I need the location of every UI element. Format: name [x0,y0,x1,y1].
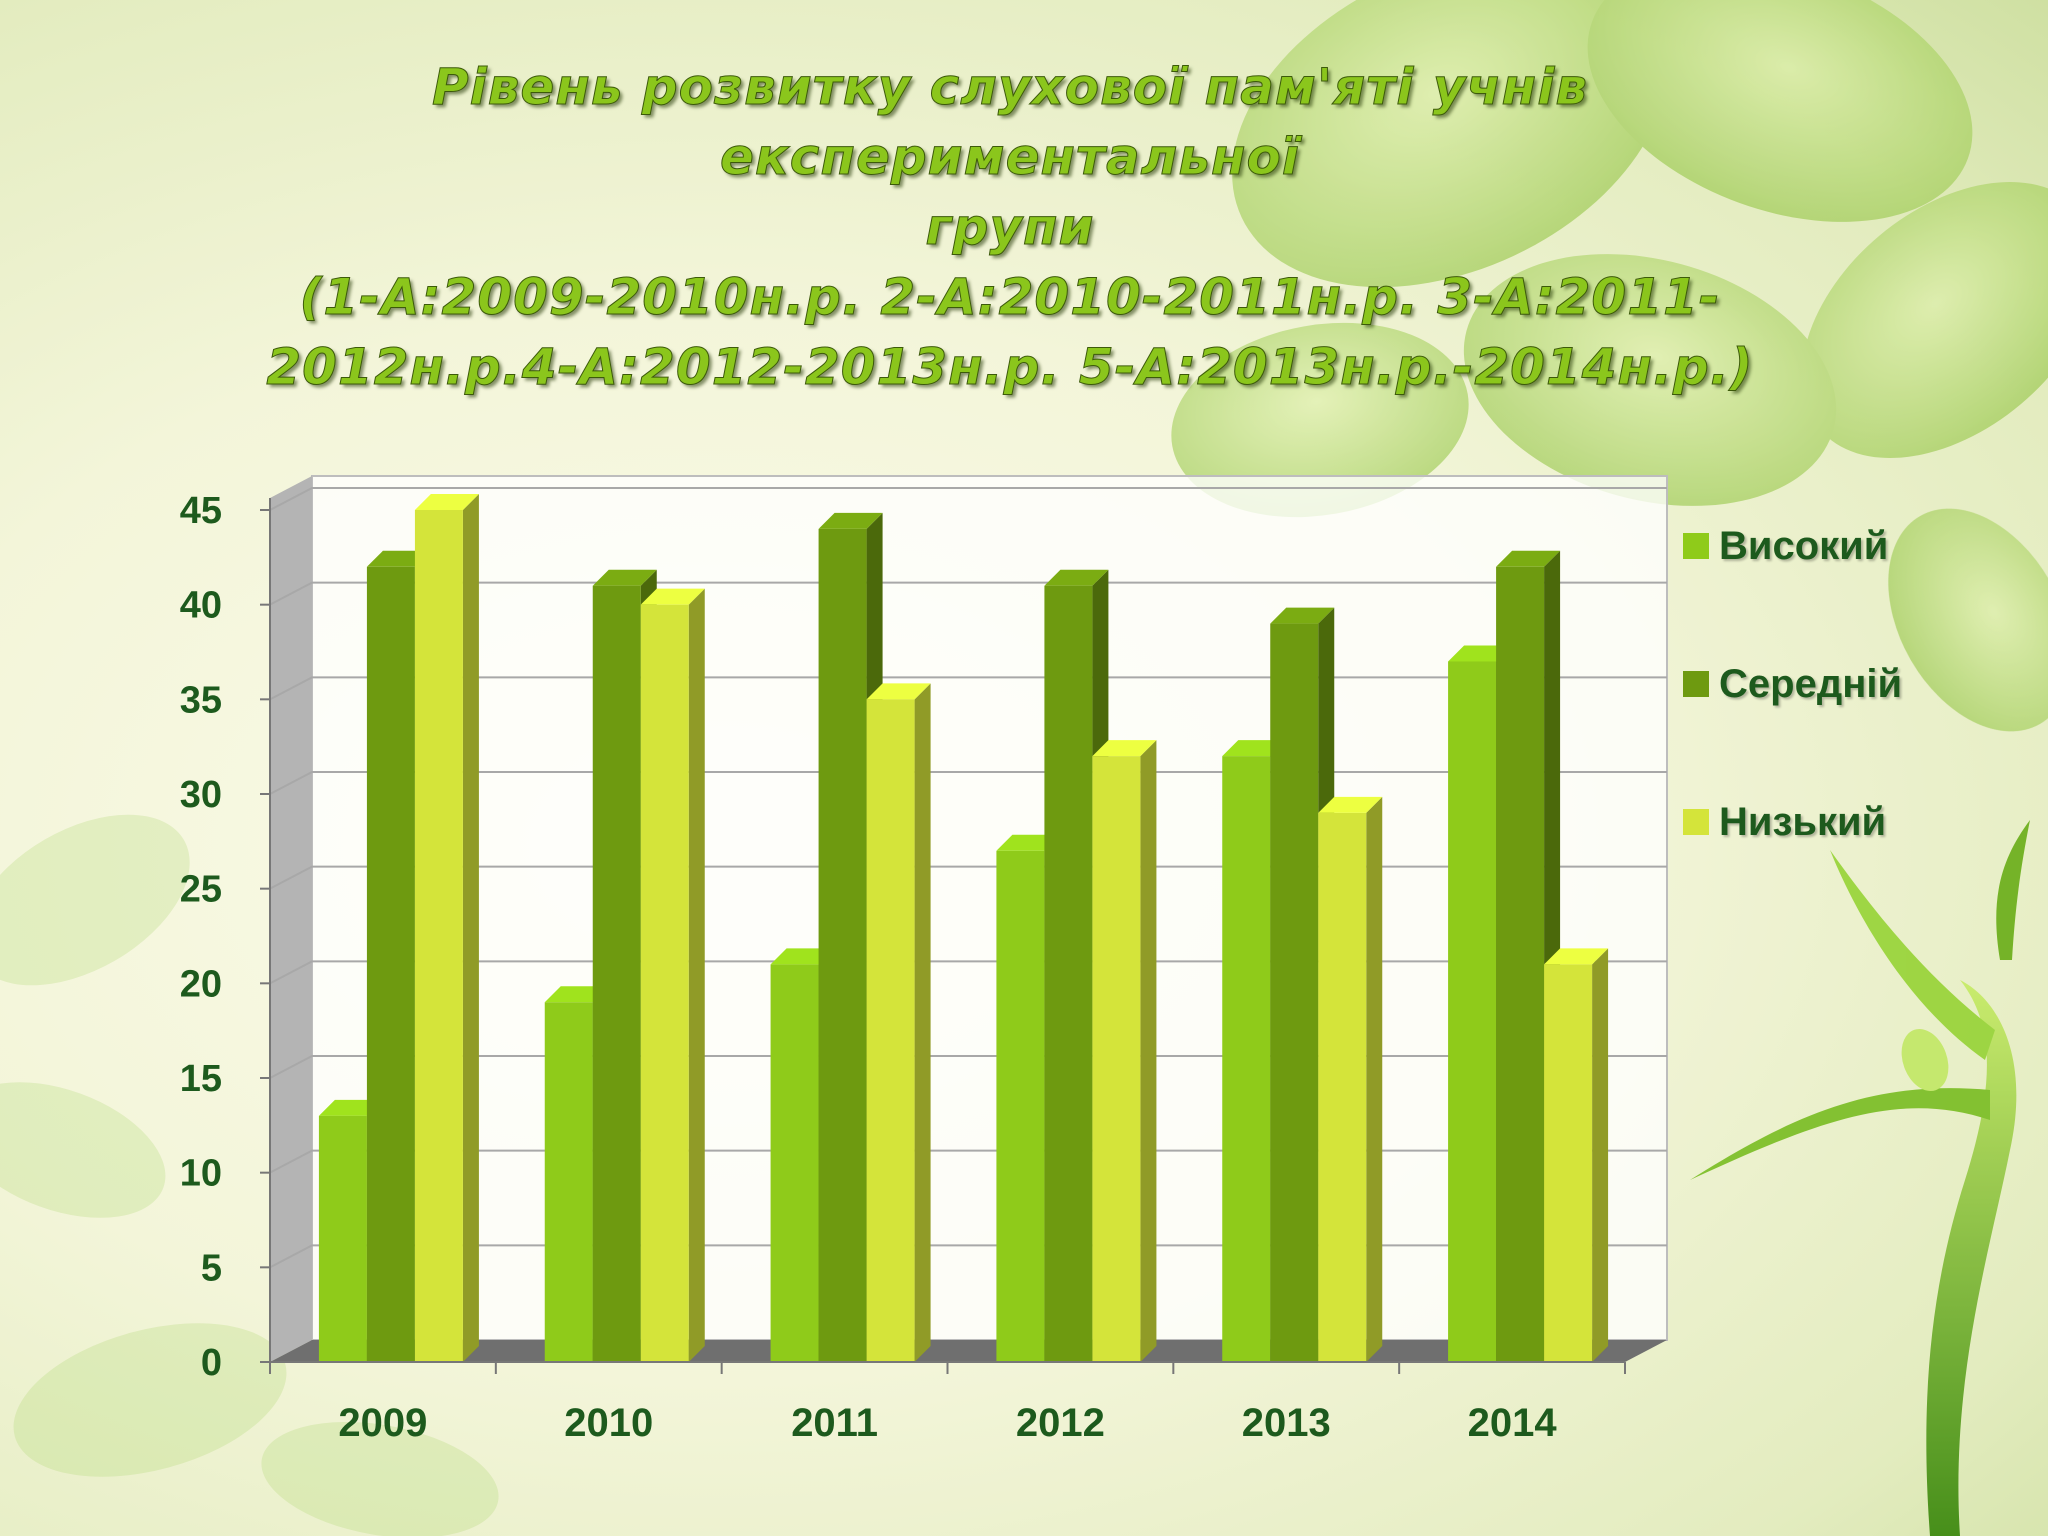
gridline-10 [269,1149,1667,1174]
y-tick-label-5: 5 [201,1247,222,1289]
legend-swatch-high [1683,533,1709,559]
x-tick-label-2012: 2012 [1016,1401,1105,1445]
sprout-decoration [1690,820,2030,1536]
gridline-30 [269,771,1667,795]
title-line-4: 2012н.р.4-А:2012-2013н.р. 5-А:2013н.р.-2… [266,338,1754,397]
bar-top-face [1270,607,1335,624]
y-tick-label-10: 10 [180,1153,222,1195]
bar-front-face [1318,812,1367,1362]
bar-front-face [1496,566,1545,1362]
bar-front-face [866,699,915,1362]
bar-top-face [1044,569,1109,586]
bar-side-face [914,683,931,1362]
y-tick-label-45: 45 [180,490,222,532]
bar-front-face [818,528,867,1362]
y-tick-label-40: 40 [180,585,222,627]
x-tick-label-2013: 2013 [1242,1401,1331,1445]
bar-2014-low [1544,948,1609,1362]
legend-label-low: Низький [1719,799,1887,844]
bar-top-face [592,569,657,586]
bar-top-face [866,683,931,700]
gridline-15 [269,1055,1667,1079]
bar-top-face [640,588,705,605]
y-tick-label-35: 35 [180,679,222,721]
bar-front-face [770,964,819,1362]
gridline-35 [269,676,1667,701]
x-tick-label-2011: 2011 [791,1401,878,1445]
x-tick-label-2010: 2010 [564,1401,653,1445]
y-tick-label-30: 30 [180,774,222,816]
bar-front-face [592,585,641,1362]
bar-2009-low [414,494,479,1362]
y-tick-label-15: 15 [180,1058,222,1100]
gridline-5 [269,1244,1667,1269]
bar-top-face [1318,796,1383,813]
bar-front-face [1092,756,1141,1362]
bar-front-face [640,604,689,1362]
bar-side-face [462,494,479,1362]
legend-item-medium: Середній [1683,654,1902,714]
bar-front-face [1222,756,1271,1362]
title-line-3: (1-А:2009-2010н.р. 2-А:2010-2011н.р. 3-А… [299,268,1721,327]
bar-front-face [1448,661,1497,1362]
bar-top-face [414,494,479,510]
bar-front-face [996,850,1045,1362]
bar-2012-low [1092,740,1157,1362]
legend-swatch-medium [1683,671,1709,697]
bar-top-face [1092,740,1157,757]
bar-front-face [414,510,463,1362]
legend-swatch-low [1683,809,1709,835]
legend-label-medium: Середній [1719,661,1903,706]
bar-side-face [1140,740,1157,1362]
x-tick-label-2009: 2009 [338,1401,427,1445]
title-line-2: групи [925,198,1095,257]
bar-2010-low [640,588,705,1362]
bar-front-face [318,1115,367,1362]
bar-2011-low [866,683,931,1362]
gridline-20 [269,960,1667,985]
bar-side-face [1366,796,1383,1362]
bar-front-face [1544,964,1593,1362]
bar-front-face [544,1002,593,1362]
y-tick-label-25: 25 [180,869,222,911]
legend-item-high: Високий [1683,516,1888,576]
title-line-1: Рівень розвитку слухової пам'яті учнів е… [431,58,1589,187]
bar-side-face [688,588,705,1362]
y-tick-label-20: 20 [180,963,222,1005]
bar-front-face [1270,623,1319,1362]
legend-label-high: Високий [1719,523,1889,568]
chart-side-wall [270,476,312,1362]
bar-side-face [1592,948,1609,1362]
bar-front-face [1044,585,1093,1362]
gridline-25 [269,865,1667,890]
chart-title: Рівень розвитку слухової пам'яті учнів е… [150,52,1870,402]
legend-item-low: Низький [1683,792,1886,852]
bar-2013-low [1318,796,1383,1362]
x-tick-label-2014: 2014 [1468,1401,1558,1445]
bar-top-face [1496,550,1561,567]
gridline-45 [269,487,1667,511]
bar-front-face [366,566,415,1362]
bar-top-face [1544,948,1609,965]
y-tick-label-0: 0 [201,1342,222,1384]
bar-top-face [818,512,883,529]
gridline-40 [269,581,1667,606]
